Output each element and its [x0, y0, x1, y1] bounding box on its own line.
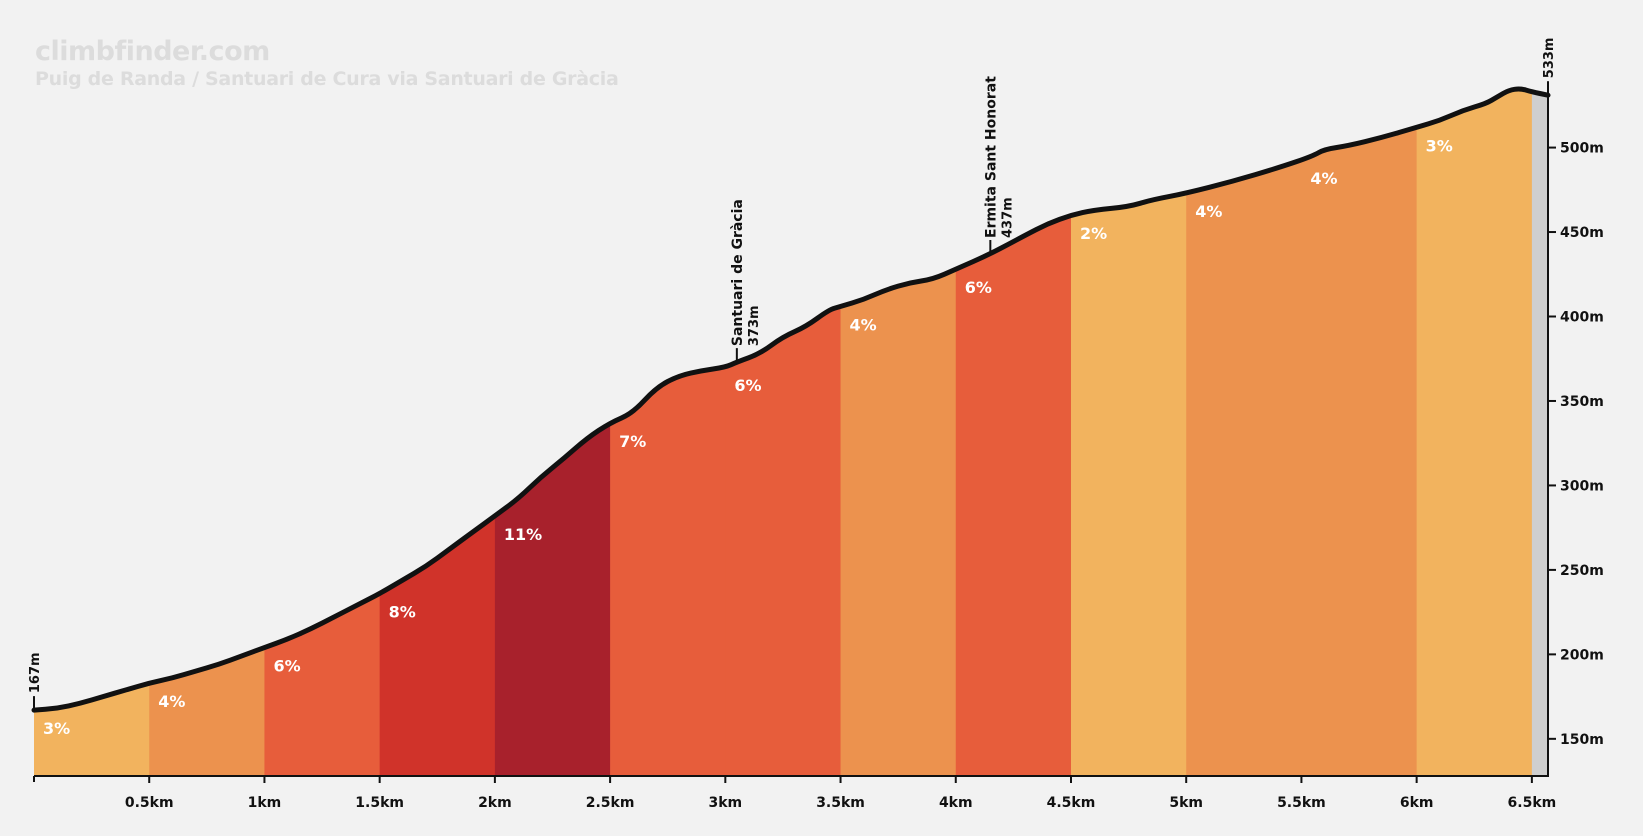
x-tick-label-3: 2km — [478, 795, 512, 811]
y-tick-label-4: 350m — [1560, 394, 1604, 410]
x-tick-label-6: 3.5km — [816, 795, 865, 811]
x-tick-label-12: 6.5km — [1508, 795, 1557, 811]
x-tick-label-0: 0.5km — [125, 795, 174, 811]
gradient-segment-4 — [494, 88, 611, 776]
x-tick-label-4: 2.5km — [586, 795, 635, 811]
start-elevation-label: 167m — [28, 652, 43, 693]
poi-name-1: Ermita Sant Honorat — [983, 76, 999, 238]
profile-line — [31, 86, 1551, 713]
gradient-label-8: 6% — [965, 278, 992, 297]
gradient-segment-12 — [1531, 88, 1548, 776]
y-tick-label-0: 150m — [1560, 732, 1604, 748]
x-tick-label-7: 4km — [939, 795, 973, 811]
start-elevation: 167m — [28, 652, 43, 693]
x-tick-label-9: 5km — [1169, 795, 1203, 811]
gradient-label-10-1: 4% — [1310, 169, 1337, 188]
end-elevation-label: 533m — [1542, 38, 1557, 79]
gradient-segment-8 — [955, 88, 1072, 776]
gradient-segment-11 — [1416, 88, 1533, 776]
gradient-label-9: 2% — [1080, 224, 1107, 243]
gradient-segment-3 — [379, 88, 496, 776]
x-tick-label-5: 3km — [709, 795, 743, 811]
end-elevation: 533m — [1542, 38, 1557, 79]
y-tick-label-2: 250m — [1560, 563, 1604, 579]
gradient-label-2: 6% — [273, 657, 300, 676]
y-tick-label-3: 300m — [1560, 478, 1604, 494]
y-tick-label-7: 500m — [1560, 141, 1604, 157]
x-tick-label-8: 4.5km — [1047, 795, 1096, 811]
poi-0: Santuari de Gràcia 373m — [730, 199, 762, 346]
gradient-label-5: 7% — [619, 432, 646, 451]
x-tick-label-11: 6km — [1400, 795, 1434, 811]
gradient-segment-6 — [725, 88, 842, 776]
gradient-segment-10 — [1186, 88, 1418, 776]
y-tick-label-1: 200m — [1560, 647, 1604, 663]
gradient-label-1: 4% — [158, 692, 185, 711]
gradient-label-0: 3% — [43, 719, 70, 738]
gradient-segment-0 — [34, 88, 150, 776]
poi-1: Ermita Sant Honorat 437m — [983, 76, 1015, 238]
gradient-segment-5 — [610, 88, 726, 776]
x-tick-label-2: 1.5km — [355, 795, 404, 811]
gradient-label-4: 11% — [504, 525, 542, 544]
y-tick-label-6: 450m — [1560, 225, 1604, 241]
brand-watermark: climbfinder.com — [35, 36, 270, 67]
gradient-label-3: 8% — [389, 603, 416, 622]
gradient-label-7: 4% — [850, 315, 877, 334]
x-tick-label-1: 1km — [248, 795, 282, 811]
y-tick-label-5: 400m — [1560, 310, 1604, 326]
gradient-segment-7 — [840, 88, 957, 776]
gradient-label-6: 6% — [734, 376, 761, 395]
gradient-label-11: 3% — [1426, 136, 1453, 155]
climb-title: Puig de Randa / Santuari de Cura via San… — [35, 68, 619, 90]
poi-elevation-0: 373m — [747, 305, 762, 346]
poi-name-0: Santuari de Gràcia — [730, 199, 746, 346]
poi-elevation-1: 437m — [1000, 197, 1015, 238]
x-tick-label-10: 5.5km — [1277, 795, 1326, 811]
gradient-segment-9 — [1070, 88, 1187, 776]
gradient-label-10-0: 4% — [1195, 202, 1222, 221]
